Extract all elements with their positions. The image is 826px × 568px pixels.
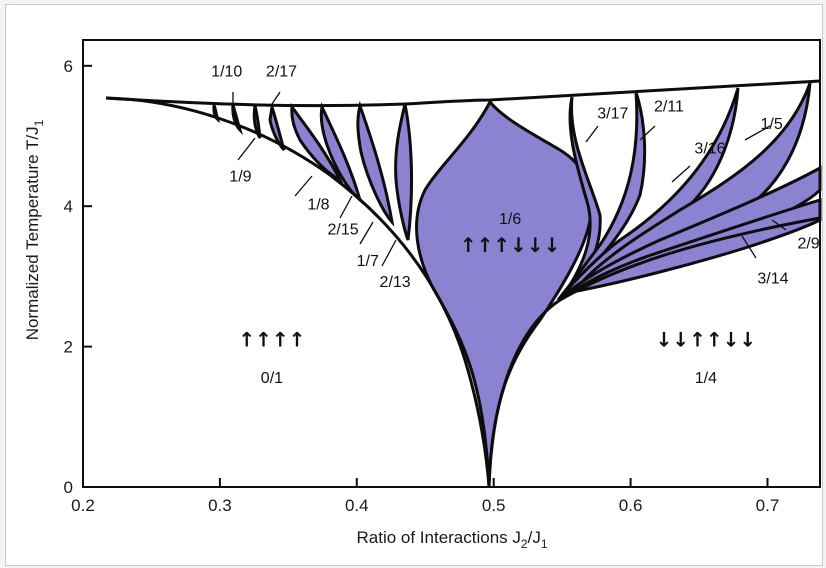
- y-tick-label: 2: [64, 338, 73, 357]
- pointer-2-13: [381, 239, 397, 267]
- x-axis-title-sub2: 1: [541, 537, 548, 551]
- spin-arrows-label: ↑↑↑↑: [238, 328, 305, 352]
- pointer-2-11: [639, 125, 656, 141]
- fraction-label: 2/17: [266, 63, 297, 80]
- fraction-label: 1/4: [695, 370, 717, 387]
- spin-arrangement-labels: ↑↑↑↑ ↑↑↑↓↓↓ ↓↓↑↑↓↓: [238, 233, 756, 352]
- fraction-label: 3/16: [694, 141, 725, 158]
- fraction-label: 2/15: [328, 221, 359, 238]
- region-1-8: [290, 102, 344, 184]
- y-axis-title-main: Normalized Temperature T/J: [23, 126, 42, 340]
- fraction-label: 1/5: [760, 116, 782, 133]
- y-tick-label: 6: [64, 57, 73, 76]
- fraction-label: 3/17: [597, 105, 628, 122]
- x-axis-title-main: Ratio of Interactions J: [356, 528, 520, 547]
- x-axis-title-sub: 2: [521, 537, 528, 551]
- region-1-7: [356, 100, 395, 227]
- fraction-label: 1/7: [357, 253, 379, 270]
- fraction-label: 0/1: [261, 370, 283, 387]
- label-pointers: [232, 91, 787, 267]
- x-tick-label: 0.2: [71, 496, 95, 515]
- pointer-1-5: [744, 125, 771, 141]
- pointer-1-9: [237, 137, 256, 161]
- region-1-9: [252, 105, 262, 139]
- region-2-15: [319, 102, 363, 205]
- pointer-2-15: [339, 195, 353, 219]
- paramagnetic-boundary: [105, 79, 821, 108]
- pointer-2-17: [271, 91, 281, 105]
- spin-arrows-label: ↓↓↑↑↓↓: [656, 328, 757, 352]
- ferromagnetic-phase-boundary: [105, 96, 491, 487]
- x-axis-title-mid: /J: [528, 528, 541, 547]
- pointer-2-9: [771, 219, 787, 231]
- fraction-label: 2/11: [654, 98, 684, 115]
- x-tick-label: 0.3: [208, 496, 232, 515]
- x-axis-title: Ratio of Interactions J2/J1: [356, 528, 547, 551]
- x-axis-ticks: 0.2 0.3 0.4 0.5 0.6 0.7: [71, 478, 779, 515]
- fraction-label: 1/8: [307, 197, 329, 214]
- y-tick-label: 4: [64, 197, 73, 216]
- fraction-label: 1/10: [211, 63, 242, 80]
- y-axis-ticks: 0 2 4 6: [64, 57, 92, 497]
- y-tick-label: 0: [64, 478, 73, 497]
- x-tick-label: 0.7: [756, 496, 780, 515]
- pointer-3-14: [741, 235, 757, 259]
- fraction-label: 2/13: [380, 274, 411, 291]
- pointer-1-7: [359, 221, 374, 245]
- x-tick-label: 0.6: [619, 496, 643, 515]
- pointer-3-17: [585, 125, 599, 143]
- x-tick-label: 0.4: [345, 496, 369, 515]
- x-tick-label: 0.5: [482, 496, 506, 515]
- y-axis-title: Normalized Temperature T/J1: [23, 119, 46, 340]
- fraction-label: 3/14: [757, 270, 788, 287]
- phase-regions: [212, 82, 822, 487]
- fraction-label: 1/6: [499, 211, 521, 228]
- region-2-13: [394, 103, 414, 241]
- y-axis-title-sub: 1: [32, 119, 46, 126]
- region-small-a: [212, 103, 221, 124]
- fraction-annotations: 1/10 2/17 1/9 1/8 2/15 1/72/13 1/6 3/17 2/11 3/16…: [211, 63, 820, 387]
- pointer-1-8: [294, 175, 313, 197]
- pointer-3-16: [671, 165, 691, 183]
- region-3-16: [558, 87, 740, 300]
- spin-arrows-label: ↑↑↑↓↓↓: [460, 233, 561, 257]
- antiphase-boundary: [487, 216, 821, 487]
- fraction-label: 2/9: [797, 235, 819, 252]
- fraction-label: 1/9: [229, 169, 251, 186]
- region-2-17: [268, 106, 286, 151]
